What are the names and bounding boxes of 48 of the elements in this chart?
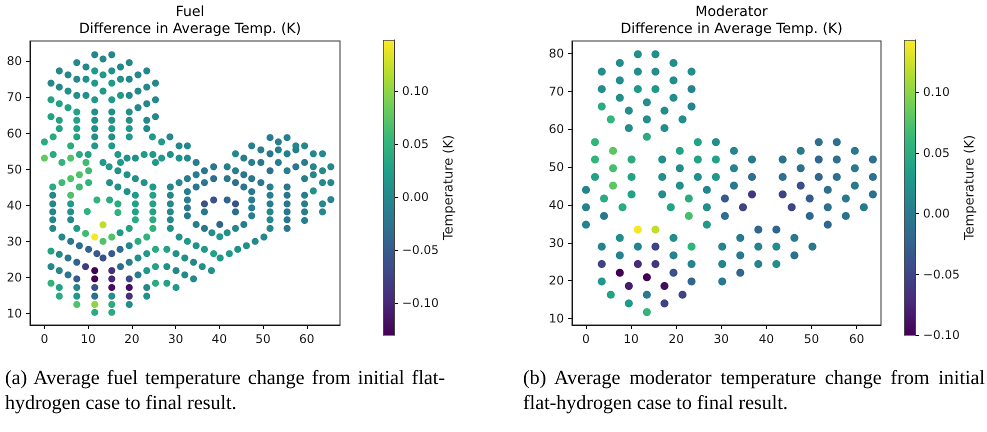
x-tick-label: 60 xyxy=(849,332,864,346)
x-tick-label: 10 xyxy=(80,332,96,346)
x-tick-label: 20 xyxy=(668,332,684,346)
chart-subtitle: Difference in Average Temp. (K) xyxy=(620,21,843,37)
color-bar-label: −0.10 xyxy=(402,296,439,310)
y-tick-label: 40 xyxy=(548,198,564,212)
y-tick-label: 80 xyxy=(548,46,564,60)
chart-title: Fuel xyxy=(176,4,204,20)
x-tick-label: 50 xyxy=(804,332,820,346)
color-bar-label: 0.05 xyxy=(402,136,429,151)
y-tick-label: 60 xyxy=(6,126,22,140)
x-tick-label: 20 xyxy=(124,332,140,346)
color-bar-label: 0.10 xyxy=(402,84,429,98)
y-tick-label: 30 xyxy=(548,236,564,250)
color-bar-label: 0.00 xyxy=(402,190,429,204)
color-bar-label: −0.05 xyxy=(923,267,960,282)
color-bar-label: 0.00 xyxy=(923,206,950,221)
color-bar-label: 0.05 xyxy=(923,146,950,160)
x-tick-label: 30 xyxy=(168,332,184,346)
chart-subtitle: Difference in Average Temp. (K) xyxy=(78,21,302,37)
y-tick-label: 20 xyxy=(548,274,564,288)
y-tick-label: 10 xyxy=(6,306,22,320)
y-tick-label: 10 xyxy=(548,312,564,326)
x-tick-label: 30 xyxy=(714,332,729,346)
y-tick-label: 50 xyxy=(6,162,22,176)
y-tick-label: 30 xyxy=(6,234,22,248)
y-tick-label: 80 xyxy=(6,54,22,68)
y-tick-label: 20 xyxy=(6,270,22,284)
x-tick-label: 60 xyxy=(299,332,314,346)
x-tick-label: 0 xyxy=(582,332,590,346)
y-tick-label: 70 xyxy=(548,84,564,98)
y-tick-label: 60 xyxy=(548,122,564,136)
color-bar-label: −0.10 xyxy=(923,328,960,342)
color-bar-label: −0.05 xyxy=(402,243,439,258)
chart-title: Moderator xyxy=(695,4,768,20)
x-tick-label: 0 xyxy=(40,332,48,346)
x-tick-label: 40 xyxy=(758,332,774,346)
color-bar-title: Temperature (K) xyxy=(962,134,978,242)
color-bar-title: Temperature (K) xyxy=(442,134,457,242)
x-tick-label: 40 xyxy=(212,332,227,346)
color-bar-label: 0.10 xyxy=(923,85,950,100)
x-tick-label: 10 xyxy=(623,332,639,346)
y-tick-label: 40 xyxy=(6,198,22,212)
text: (b) Average moderator temperature change from initial flat-hydrogen case to final result. xyxy=(523,366,985,416)
y-tick-label: 70 xyxy=(6,90,22,104)
x-tick-label: 50 xyxy=(255,332,271,346)
text: (a) Average fuel temperature change from initial flat-hydrogen case to final result. xyxy=(5,366,445,416)
y-tick-label: 50 xyxy=(548,160,564,174)
